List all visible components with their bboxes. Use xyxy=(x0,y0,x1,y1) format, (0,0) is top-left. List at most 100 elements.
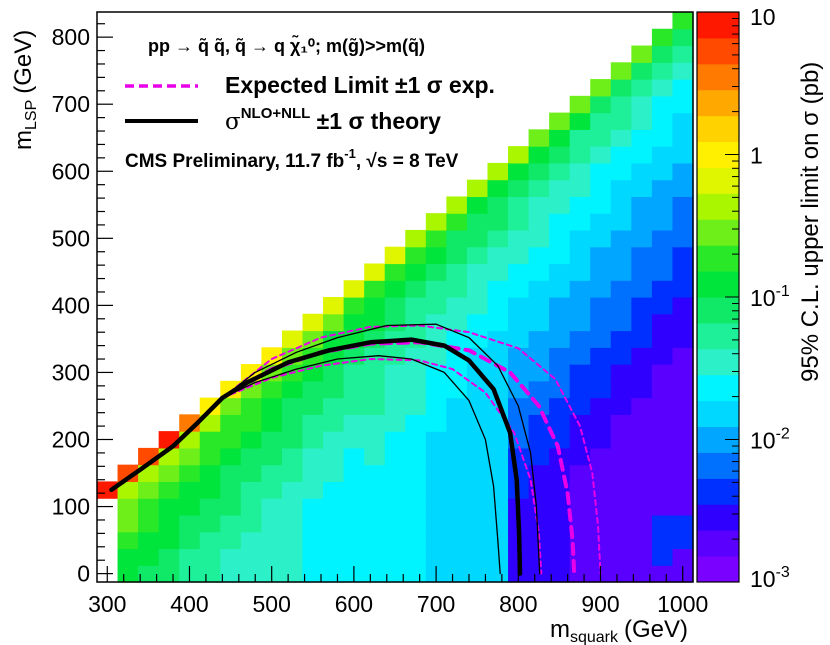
heatmap-cell xyxy=(569,162,591,181)
heatmap-cell xyxy=(549,380,571,399)
heatmap-cell xyxy=(631,364,653,382)
heatmap-cell xyxy=(528,146,550,164)
heatmap-cell xyxy=(528,330,550,348)
heatmap-cell xyxy=(672,229,694,248)
heatmap-cell xyxy=(631,514,653,533)
heatmap-cell xyxy=(405,464,427,483)
heatmap-cell xyxy=(179,498,201,516)
heatmap-cell xyxy=(466,464,489,483)
heatmap-cell xyxy=(631,129,653,147)
heatmap-cell xyxy=(508,263,530,281)
heatmap-cell xyxy=(405,364,427,382)
heatmap-cell xyxy=(508,297,530,315)
heatmap-cell xyxy=(425,246,447,265)
heatmap-cell xyxy=(466,531,489,550)
heatmap-cell xyxy=(631,498,653,516)
heatmap-cell xyxy=(466,481,489,499)
color-palette xyxy=(696,11,740,583)
axes: 300 400 500 600 700 800 900 1000 0 100 200 300 400 50… xyxy=(52,23,708,617)
heatmap-cell xyxy=(569,95,591,114)
heatmap-cell xyxy=(261,380,283,399)
heatmap-cell xyxy=(466,447,489,466)
heatmap-cell xyxy=(631,263,653,281)
heatmap-cell xyxy=(384,464,406,483)
heatmap-cell xyxy=(138,498,160,516)
heatmap-cell xyxy=(446,548,468,566)
heatmap-cell xyxy=(364,280,386,298)
heatmap-cell xyxy=(446,397,468,415)
contour-observed-plus xyxy=(221,323,541,575)
heatmap-cell xyxy=(220,548,242,566)
heatmap-cell xyxy=(220,531,242,550)
heatmap-cell xyxy=(220,431,242,449)
heatmap-cell xyxy=(549,162,571,181)
heatmap-cell xyxy=(425,481,447,499)
heatmap-cell xyxy=(240,514,263,533)
heatmap-cell xyxy=(631,397,653,415)
heatmap-cell xyxy=(590,364,612,382)
heatmap-cell xyxy=(590,297,612,315)
heatmap-cell xyxy=(405,229,427,248)
heatmap-cell xyxy=(549,213,571,231)
heatmap-cell xyxy=(261,481,283,499)
heatmap-cell xyxy=(549,112,571,130)
heatmap-cell xyxy=(631,347,653,365)
heatmap-cell xyxy=(117,548,139,566)
x-axis-label: msquark (GeV) xyxy=(550,616,688,645)
heatmap-cell xyxy=(528,280,550,298)
heatmap-cell xyxy=(672,464,694,483)
heatmap-cell xyxy=(651,246,674,265)
heatmap-cell xyxy=(138,531,160,550)
heatmap-cell xyxy=(302,431,324,449)
heatmap-cell xyxy=(466,213,489,231)
heatmap-cell xyxy=(343,464,365,483)
heatmap-cell xyxy=(590,263,612,281)
heatmap-cell xyxy=(158,481,180,499)
heatmap-cell xyxy=(549,297,571,315)
heatmap-cell xyxy=(446,565,468,583)
heatmap-cell xyxy=(672,447,694,466)
heatmap-cell xyxy=(281,414,304,432)
heatmap-cell xyxy=(528,196,550,214)
heatmap-cell xyxy=(405,531,427,550)
heatmap-cell xyxy=(343,364,365,382)
heatmap-cell xyxy=(569,431,591,449)
heatmap-cell xyxy=(651,447,674,466)
heatmap-cell xyxy=(220,447,242,466)
heatmap-cell xyxy=(487,464,509,483)
heatmap-cell xyxy=(508,196,530,214)
heatmap-cell xyxy=(446,196,468,214)
heatmap-cell xyxy=(651,79,674,97)
contour-expected-plus xyxy=(221,324,602,575)
heatmap-cell xyxy=(549,179,571,198)
heatmap-cell xyxy=(384,397,406,415)
heatmap-cell xyxy=(302,447,324,466)
heatmap-cell xyxy=(240,498,263,516)
heatmap-cell xyxy=(569,447,591,466)
heatmap-cells xyxy=(97,12,694,583)
heatmap-cell xyxy=(425,229,447,248)
heatmap-cell xyxy=(281,397,304,415)
heatmap-cell xyxy=(672,95,694,114)
heatmap-cell xyxy=(508,330,530,348)
heatmap-cell xyxy=(384,297,406,315)
contour-observed xyxy=(109,337,523,576)
heatmap-cell xyxy=(610,246,632,265)
heatmap-cell xyxy=(343,380,365,399)
heatmap-cell xyxy=(487,481,509,499)
heatmap-cell xyxy=(631,79,653,97)
heatmap-cell xyxy=(610,280,632,298)
heatmap-cell xyxy=(631,229,653,248)
heatmap-cell xyxy=(549,246,571,265)
heatmap-cell xyxy=(569,196,591,214)
heatmap-cell xyxy=(672,380,694,399)
heatmap-cell xyxy=(466,229,489,248)
heatmap-cell xyxy=(117,481,139,499)
x-axis-label-unit: (GeV) xyxy=(624,616,688,643)
heatmap-cell xyxy=(384,347,406,365)
heatmap-cell xyxy=(343,414,365,432)
heatmap-cell xyxy=(569,313,591,332)
z-tick-label: 1 xyxy=(750,143,763,169)
z-axis-label: 95% C.L. upper limit on σ (pb) xyxy=(797,62,824,382)
heatmap-cell xyxy=(343,431,365,449)
